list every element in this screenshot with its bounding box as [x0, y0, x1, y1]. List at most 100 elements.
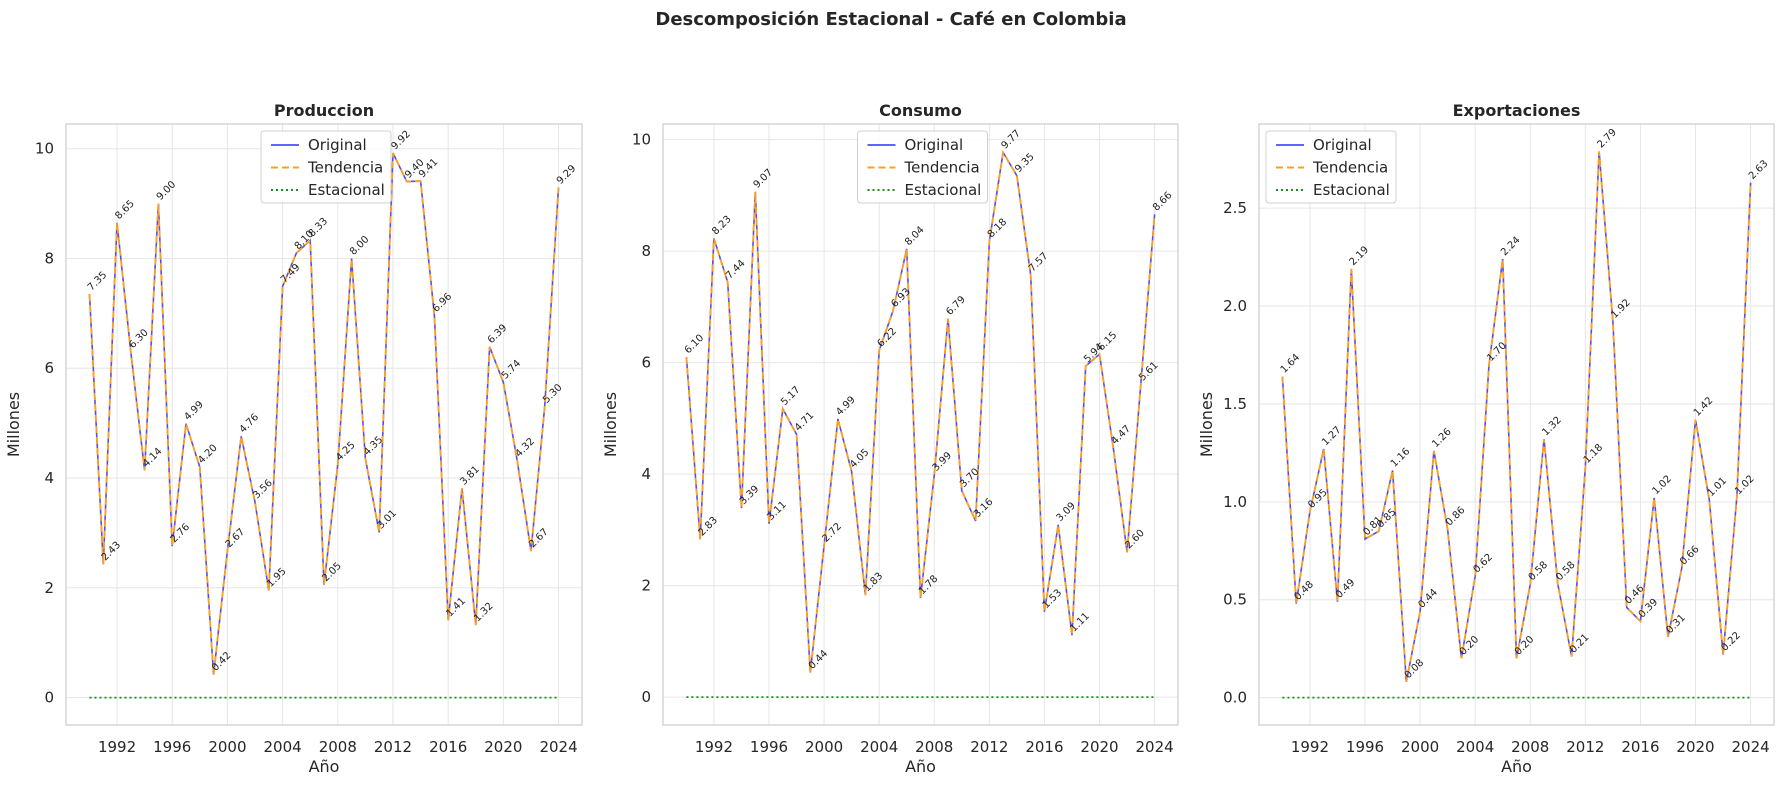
- data-label: 1.11: [1068, 611, 1092, 635]
- subplot-title: Consumo: [879, 101, 962, 120]
- data-label: 0.31: [1664, 613, 1688, 637]
- legend-label: Estacional: [905, 181, 982, 199]
- data-label: 8.33: [307, 216, 331, 240]
- y-tick-label: 8: [641, 242, 651, 260]
- data-label: 2.67: [527, 527, 551, 551]
- x-tick-label: 2012: [374, 738, 412, 756]
- data-label: 0.86: [1444, 505, 1468, 529]
- data-label: 1.26: [1430, 427, 1454, 451]
- x-tick-label: 2024: [1731, 738, 1769, 756]
- data-label: 3.01: [376, 508, 400, 532]
- data-label: 3.39: [738, 484, 762, 508]
- axes-frame: [65, 123, 583, 726]
- x-tick-label: 2004: [1456, 738, 1494, 756]
- data-label: 6.96: [431, 291, 455, 315]
- panel-produccion: 1992 1996 2000 2004 2008 2012 2016 2020 2024 0 2 4 6…: [4, 101, 583, 776]
- data-label: 6.30: [127, 327, 151, 351]
- legend-label: Tendencia: [307, 159, 383, 177]
- legend-box: [260, 130, 392, 204]
- x-tick-label: 1996: [750, 738, 788, 756]
- data-label: 0.21: [1568, 632, 1592, 656]
- y-tick-label: 4: [44, 469, 54, 487]
- y-tick-label: 4: [641, 465, 651, 483]
- data-label: 4.99: [182, 399, 206, 423]
- y-tick-label: 6: [44, 359, 54, 377]
- x-tick-label: 2024: [1135, 738, 1173, 756]
- data-label: 0.58: [1554, 560, 1578, 584]
- y-tick-label: 6: [641, 354, 651, 372]
- data-label: 8.00: [348, 234, 372, 258]
- y-tick-label: 0.5: [1223, 591, 1247, 609]
- data-label: 3.56: [251, 478, 275, 502]
- data-label: 1.83: [862, 571, 886, 595]
- data-label: 4.99: [834, 395, 858, 419]
- y-tick-label: 1.5: [1223, 395, 1247, 413]
- x-tick-label: 2008: [915, 738, 953, 756]
- data-label: 4.71: [793, 410, 817, 434]
- series-line-tendencia: [1281, 151, 1752, 683]
- y-tick-label: 0.0: [1223, 689, 1247, 707]
- panel-consumo: 1992 1996 2000 2004 2008 2012 2016 2020 2024 0 2 4 6…: [601, 101, 1179, 776]
- x-tick-label: 2016: [429, 738, 467, 756]
- data-label: 4.14: [141, 446, 165, 470]
- x-tick-label: 1992: [1291, 738, 1329, 756]
- y-tick-label: 2.5: [1223, 199, 1247, 217]
- data-label: 2.43: [100, 540, 124, 564]
- data-label: 2.60: [1123, 528, 1147, 552]
- legend: Original Tendencia Estacional: [1265, 130, 1397, 204]
- x-tick-label: 2000: [208, 738, 246, 756]
- series-line-original: [1281, 151, 1752, 683]
- data-label: 1.27: [1320, 425, 1344, 449]
- data-label: 4.05: [848, 447, 872, 471]
- x-tick-label: 2020: [1676, 738, 1714, 756]
- data-label: 0.44: [807, 648, 831, 672]
- data-label: 5.30: [541, 382, 565, 406]
- x-tick-label: 2020: [484, 738, 522, 756]
- data-label: 7.44: [724, 258, 748, 282]
- data-label: 0.08: [1403, 658, 1427, 682]
- x-tick-label: 2016: [1621, 738, 1659, 756]
- x-tick-label: 2004: [860, 738, 898, 756]
- data-label: 9.35: [1013, 151, 1037, 175]
- series-line-tendencia: [685, 149, 1156, 673]
- data-label: 4.20: [196, 443, 220, 467]
- data-label: 0.22: [1719, 630, 1743, 654]
- legend-box: [1265, 130, 1397, 204]
- data-label: 2.79: [1595, 127, 1619, 151]
- series-line-tendencia: [88, 152, 560, 675]
- data-label: 7.35: [86, 270, 110, 294]
- data-label: 1.92: [1609, 297, 1633, 321]
- subplot-title: Produccion: [274, 101, 374, 120]
- y-tick-label: 8: [44, 249, 54, 267]
- x-axis-label: Año: [309, 757, 340, 776]
- data-label: 4.47: [1110, 424, 1134, 448]
- data-label: 1.02: [1651, 474, 1675, 498]
- data-label: 1.01: [1706, 475, 1730, 499]
- data-label: 6.79: [944, 294, 968, 318]
- x-tick-label: 2008: [319, 738, 357, 756]
- panel-exportaciones: 1992 1996 2000 2004 2008 2012 2016 2020 2024 0.0 0…: [1197, 101, 1775, 776]
- legend: Original Tendencia Estacional: [260, 130, 392, 204]
- legend-label: Original: [1313, 136, 1372, 154]
- x-tick-label: 2000: [805, 738, 843, 756]
- legend-label: Tendencia: [904, 159, 980, 177]
- y-tick-label: 0: [641, 688, 651, 706]
- data-label: 6.10: [683, 333, 707, 357]
- data-label: 2.19: [1348, 244, 1372, 268]
- data-label: 3.16: [972, 497, 996, 521]
- x-tick-label: 2004: [264, 738, 302, 756]
- data-label: 0.49: [1334, 577, 1358, 601]
- x-axis-label: Año: [1501, 757, 1532, 776]
- data-label: 0.66: [1678, 544, 1702, 568]
- data-label: 1.02: [1733, 474, 1757, 498]
- data-label: 1.32: [1540, 415, 1564, 439]
- y-axis-label: Millones: [1197, 392, 1216, 457]
- x-tick-label: 2020: [1080, 738, 1118, 756]
- x-tick-label: 2016: [1025, 738, 1063, 756]
- x-tick-label: 1996: [153, 738, 191, 756]
- legend: Original Tendencia Estacional: [857, 130, 988, 204]
- x-tick-label: 2012: [1566, 738, 1604, 756]
- data-label: 9.00: [155, 179, 179, 203]
- axes-frame: [662, 123, 1179, 726]
- legend-label: Original: [308, 136, 367, 154]
